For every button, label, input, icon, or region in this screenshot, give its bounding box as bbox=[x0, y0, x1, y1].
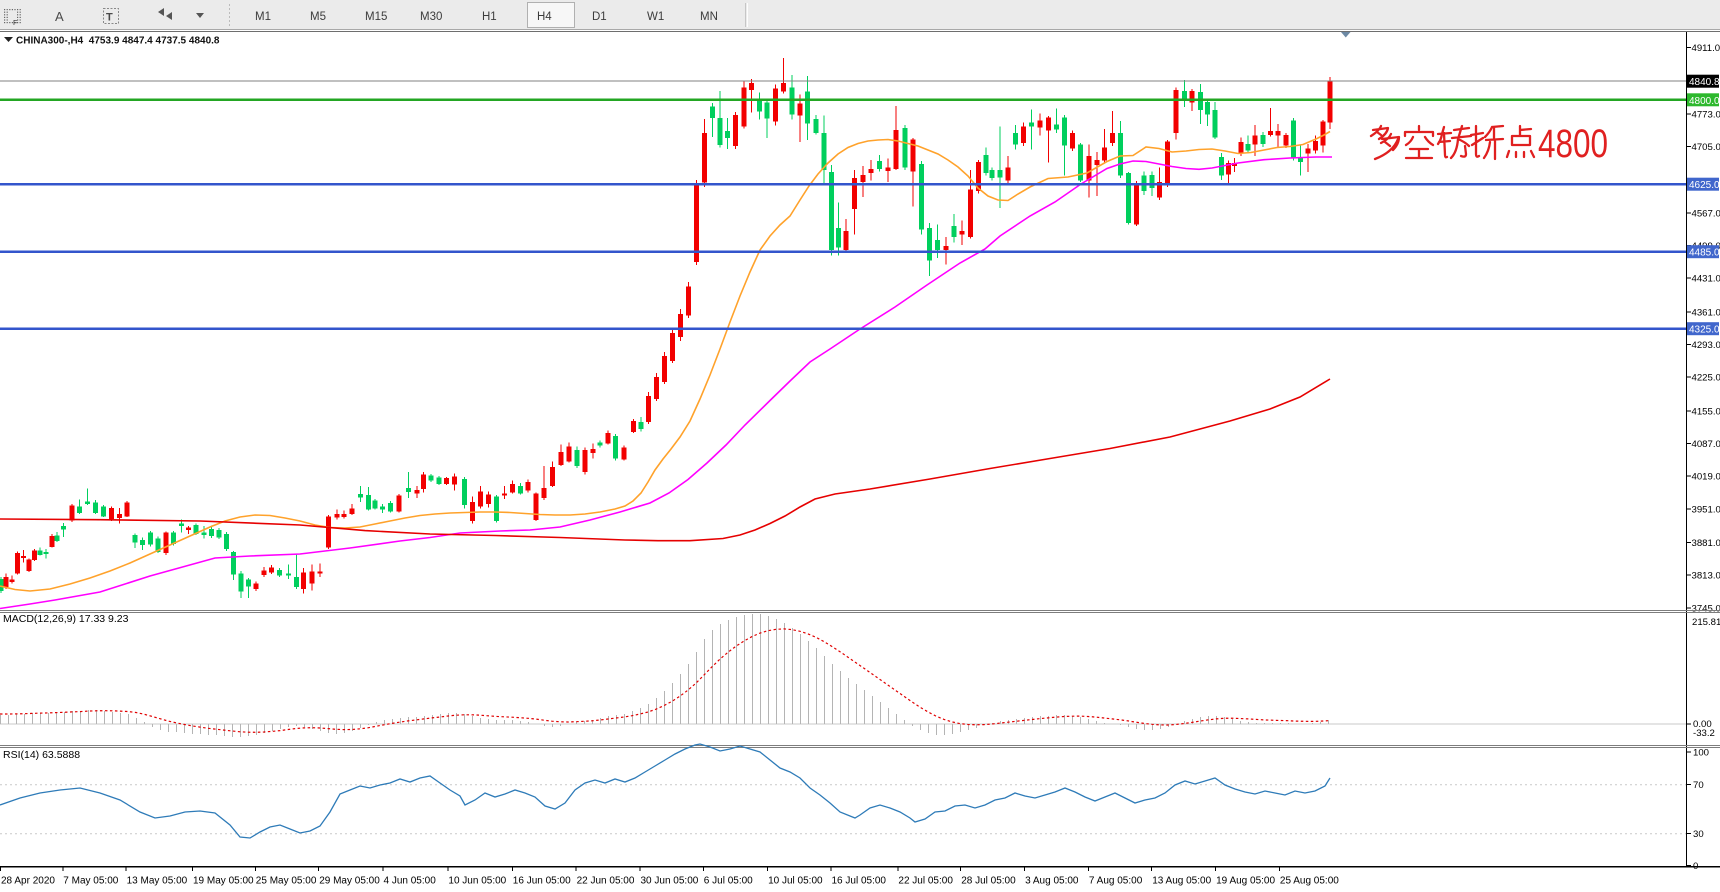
svg-text:4625.0: 4625.0 bbox=[1689, 180, 1720, 191]
svg-text:4325.0: 4325.0 bbox=[1689, 325, 1720, 336]
svg-text:30: 30 bbox=[1693, 829, 1704, 840]
svg-text:4485.0: 4485.0 bbox=[1689, 248, 1720, 259]
svg-text:4087.0: 4087.0 bbox=[1692, 439, 1720, 450]
svg-text:10 Jul 05:00: 10 Jul 05:00 bbox=[768, 876, 823, 887]
svg-text:4567.0: 4567.0 bbox=[1692, 208, 1720, 219]
svg-text:MN: MN bbox=[700, 11, 718, 23]
svg-text:T: T bbox=[106, 12, 113, 24]
svg-text:10 Jun 05:00: 10 Jun 05:00 bbox=[448, 876, 506, 887]
svg-text:F: F bbox=[13, 18, 18, 27]
svg-text:22 Jul 05:00: 22 Jul 05:00 bbox=[898, 876, 953, 887]
svg-text:22 Jun 05:00: 22 Jun 05:00 bbox=[577, 876, 635, 887]
svg-text:4155.0: 4155.0 bbox=[1692, 406, 1720, 417]
svg-text:7 May 05:00: 7 May 05:00 bbox=[63, 876, 118, 887]
svg-text:19 May 05:00: 19 May 05:00 bbox=[193, 876, 254, 887]
svg-text:3813.0: 3813.0 bbox=[1692, 571, 1720, 582]
svg-text:-33.2: -33.2 bbox=[1693, 728, 1715, 739]
svg-text:D1: D1 bbox=[592, 11, 607, 23]
svg-text:16 Jun 05:00: 16 Jun 05:00 bbox=[513, 876, 571, 887]
svg-text:0.00: 0.00 bbox=[1693, 719, 1712, 730]
svg-text:3 Aug 05:00: 3 Aug 05:00 bbox=[1025, 876, 1079, 887]
svg-text:4800.0: 4800.0 bbox=[1689, 96, 1720, 107]
svg-text:19 Aug 05:00: 19 Aug 05:00 bbox=[1216, 876, 1275, 887]
svg-text:100: 100 bbox=[1693, 748, 1709, 759]
svg-text:MACD(12,26,9) 17.33 9.23: MACD(12,26,9) 17.33 9.23 bbox=[3, 613, 129, 625]
svg-text:CHINA300-,H4 4753.9 4847.4 47: CHINA300-,H4 4753.9 4847.4 4737.5 4840.8 bbox=[16, 36, 220, 47]
svg-text:M15: M15 bbox=[365, 11, 387, 23]
svg-text:70: 70 bbox=[1693, 780, 1704, 791]
svg-text:3881.0: 3881.0 bbox=[1692, 538, 1720, 549]
svg-text:4705.0: 4705.0 bbox=[1692, 142, 1720, 153]
svg-text:4 Jun 05:00: 4 Jun 05:00 bbox=[384, 876, 437, 887]
svg-text:25 May 05:00: 25 May 05:00 bbox=[256, 876, 317, 887]
svg-text:H1: H1 bbox=[482, 11, 497, 23]
svg-text:7 Aug 05:00: 7 Aug 05:00 bbox=[1089, 876, 1143, 887]
svg-text:4911.0: 4911.0 bbox=[1692, 43, 1720, 54]
svg-text:3745.0: 3745.0 bbox=[1692, 603, 1720, 614]
svg-text:3951.0: 3951.0 bbox=[1692, 504, 1720, 515]
svg-text:4361.0: 4361.0 bbox=[1692, 307, 1720, 318]
svg-text:4773.0: 4773.0 bbox=[1692, 109, 1720, 120]
svg-text:A: A bbox=[55, 9, 64, 24]
svg-text:4800: 4800 bbox=[1538, 122, 1608, 166]
svg-text:28 Apr 2020: 28 Apr 2020 bbox=[1, 876, 55, 887]
svg-text:29 May 05:00: 29 May 05:00 bbox=[319, 876, 380, 887]
svg-text:M1: M1 bbox=[255, 11, 271, 23]
svg-text:M30: M30 bbox=[420, 11, 442, 23]
svg-text:4840.8: 4840.8 bbox=[1689, 77, 1720, 88]
svg-text:30 Jun 05:00: 30 Jun 05:00 bbox=[641, 876, 699, 887]
svg-text:13 May 05:00: 13 May 05:00 bbox=[127, 876, 188, 887]
svg-text:H4: H4 bbox=[537, 11, 552, 23]
svg-text:28 Jul 05:00: 28 Jul 05:00 bbox=[961, 876, 1016, 887]
svg-text:13 Aug 05:00: 13 Aug 05:00 bbox=[1152, 876, 1211, 887]
svg-text:25 Aug 05:00: 25 Aug 05:00 bbox=[1280, 876, 1339, 887]
svg-text:6 Jul 05:00: 6 Jul 05:00 bbox=[704, 876, 753, 887]
svg-text:4431.0: 4431.0 bbox=[1692, 274, 1720, 285]
svg-text:RSI(14) 63.5888: RSI(14) 63.5888 bbox=[3, 749, 80, 761]
svg-text:4293.0: 4293.0 bbox=[1692, 340, 1720, 351]
svg-text:16 Jul 05:00: 16 Jul 05:00 bbox=[832, 876, 887, 887]
svg-text:W1: W1 bbox=[647, 11, 664, 23]
svg-text:215.81: 215.81 bbox=[1692, 617, 1720, 628]
svg-text:M5: M5 bbox=[310, 11, 326, 23]
svg-text:4225.0: 4225.0 bbox=[1692, 373, 1720, 384]
svg-text:4019.0: 4019.0 bbox=[1692, 472, 1720, 483]
